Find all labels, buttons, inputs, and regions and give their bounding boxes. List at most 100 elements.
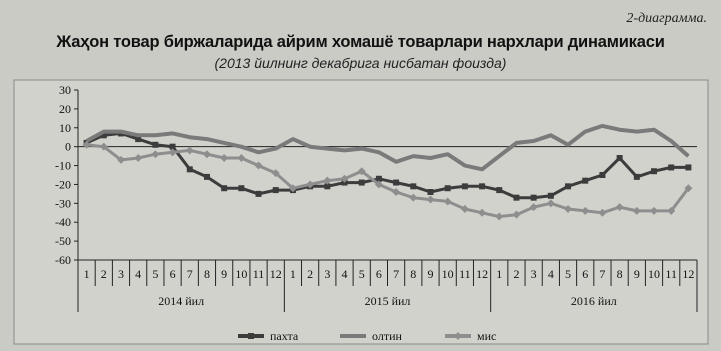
series-line-2 [85, 123, 690, 172]
x-tick-label: 1 [84, 267, 90, 281]
series-point-1 [530, 194, 537, 201]
y-tick-label: 20 [59, 102, 71, 116]
chart-title: Жаҳон товар биржаларида айрим хомашё тов… [56, 33, 665, 51]
series-point-3 [392, 188, 401, 196]
series-point-1 [238, 185, 245, 192]
x-tick-label: 3 [531, 267, 537, 281]
series-point-1 [599, 172, 606, 178]
series-point-1 [203, 173, 210, 180]
series-point-3 [185, 146, 194, 155]
series-point-1 [427, 189, 434, 195]
x-tick-label: 12 [682, 267, 694, 281]
figure-caption: 2-диаграмма. [626, 11, 707, 26]
x-tick-label: 3 [324, 267, 330, 281]
series-point-1 [444, 185, 451, 192]
series-point-1 [633, 173, 640, 180]
series-point-3 [306, 180, 315, 189]
series-point-1 [565, 183, 572, 190]
year-group-label: 2016 йил [571, 294, 617, 308]
legend-marker [454, 332, 462, 340]
series-point-3 [254, 161, 263, 170]
series-point-3 [340, 174, 349, 183]
x-tick-label: 8 [617, 267, 623, 281]
series-point-1 [375, 175, 382, 182]
x-tick-label: 2 [513, 267, 519, 281]
series-point-3 [323, 176, 332, 185]
series-point-1 [513, 194, 520, 201]
legend-label: мис [477, 329, 496, 343]
x-tick-label: 2 [307, 267, 313, 281]
series-point-1 [169, 143, 176, 150]
x-tick-label: 7 [187, 267, 193, 281]
series-point-3 [271, 169, 280, 178]
series-point-3 [650, 206, 659, 215]
x-tick-label: 7 [599, 267, 605, 281]
series-point-3 [615, 203, 624, 212]
series-point-3 [495, 212, 504, 221]
x-tick-label: 6 [582, 267, 588, 281]
legend-label: пахта [270, 329, 299, 343]
x-tick-label: 1 [290, 267, 296, 281]
series-point-3 [512, 210, 521, 219]
series-point-1 [324, 183, 331, 190]
x-tick-label: 10 [235, 267, 247, 281]
series-point-3 [99, 142, 108, 151]
series-point-3 [529, 203, 538, 212]
x-tick-label: 8 [410, 267, 416, 281]
y-tick-label: 0 [65, 140, 71, 154]
series-point-3 [426, 195, 435, 204]
series-point-1 [685, 164, 692, 171]
x-tick-label: 5 [359, 267, 365, 281]
series-point-3 [478, 208, 487, 217]
series-point-3 [288, 184, 297, 193]
x-tick-label: 5 [565, 267, 571, 281]
series-point-1 [221, 185, 228, 192]
y-tick-label: -20 [55, 177, 71, 191]
series-point-1 [255, 190, 262, 197]
y-tick-label: 30 [59, 83, 71, 97]
series-point-1 [393, 179, 400, 186]
series-point-3 [220, 154, 229, 162]
series-point-1 [410, 183, 417, 190]
series-point-3 [443, 197, 452, 206]
series-point-1 [582, 177, 589, 184]
x-tick-label: 4 [548, 267, 554, 281]
series-point-3 [168, 148, 177, 157]
series-point-1 [616, 155, 623, 161]
series-point-1 [651, 168, 658, 175]
series-point-3 [564, 205, 573, 213]
series-point-1 [496, 187, 503, 194]
x-tick-label: 4 [342, 267, 348, 281]
year-group-label: 2014 йил [158, 294, 204, 308]
y-tick-label: -10 [55, 159, 71, 173]
series-point-1 [135, 136, 142, 143]
x-tick-label: 12 [476, 267, 488, 281]
series-point-3 [202, 150, 211, 159]
series-point-1 [272, 187, 279, 194]
series-point-3 [409, 193, 418, 202]
y-tick-label: 10 [59, 121, 71, 135]
series-point-3 [581, 206, 590, 215]
series-point-1 [186, 166, 193, 173]
series-point-1 [461, 183, 468, 190]
x-tick-label: 6 [170, 267, 176, 281]
x-tick-label: 11 [459, 267, 471, 281]
x-tick-label: 7 [393, 267, 399, 281]
y-tick-label: -30 [55, 196, 71, 210]
x-tick-label: 11 [665, 267, 677, 281]
x-tick-label: 4 [135, 267, 141, 281]
series-point-1 [668, 164, 675, 171]
series-point-3 [632, 206, 641, 215]
x-tick-label: 3 [118, 267, 124, 281]
legend-label: олтин [372, 329, 402, 343]
series-point-3 [598, 208, 607, 217]
series-point-1 [358, 179, 365, 186]
x-tick-label: 5 [152, 267, 158, 281]
x-tick-label: 10 [648, 267, 660, 281]
series-point-3 [546, 199, 555, 208]
x-tick-label: 1 [496, 267, 502, 281]
x-tick-label: 11 [253, 267, 265, 281]
y-tick-label: -40 [55, 215, 71, 229]
